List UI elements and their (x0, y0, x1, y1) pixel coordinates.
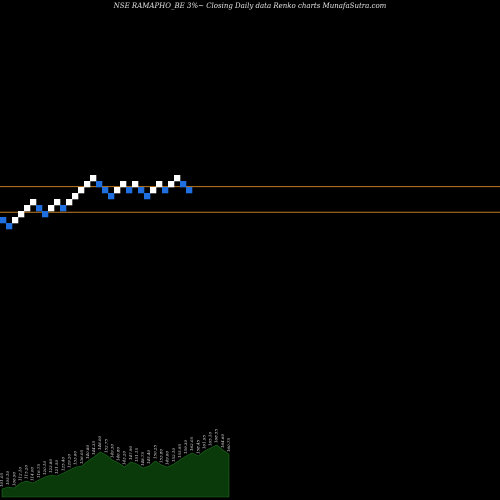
renko-brick-up (132, 181, 139, 188)
renko-brick-up (18, 211, 25, 218)
volume-label: 140.80 (85, 445, 90, 459)
volume-label: 158.45 (195, 440, 200, 454)
volume-label: 143.20 (122, 451, 127, 465)
renko-brick-up (24, 205, 31, 212)
renko-bricks (0, 175, 193, 230)
volume-area (1, 444, 230, 498)
renko-brick-down (42, 211, 49, 218)
volume-label: 123.80 (48, 459, 53, 473)
renko-brick-up (66, 199, 73, 206)
volume-label: 129.20 (67, 454, 72, 468)
renko-brick-up (48, 205, 55, 212)
volume-label: 112.10 (17, 467, 22, 481)
renko-brick-up (72, 193, 79, 200)
volume-label: 116.75 (36, 464, 41, 478)
volume-label: 155.95 (177, 444, 182, 458)
renko-brick-up (78, 187, 85, 194)
renko-brick-up (54, 199, 61, 206)
volume-label: 144.35 (91, 441, 96, 455)
volume-label: 165.10 (208, 432, 213, 446)
renko-brick-up (12, 217, 19, 224)
volume-label: 105.10 (5, 471, 10, 485)
volume-label: 133.60 (73, 451, 78, 465)
volume-label: 148.75 (140, 452, 145, 466)
volume-label: 125.40 (60, 457, 65, 471)
volume-label: 148.00 (97, 436, 102, 450)
renko-brick-up (30, 199, 37, 206)
volume-label: 147.90 (128, 446, 133, 460)
renko-brick-up (84, 181, 91, 188)
volume-label: 152.75 (103, 439, 108, 453)
volume-label: 149.60 (165, 451, 170, 465)
renko-brick-up (90, 175, 97, 182)
volume-label: 106.90 (11, 472, 16, 486)
volume-label: 115.20 (24, 465, 29, 479)
volume-label: 160.75 (226, 438, 231, 452)
volume-label: 161.95 (202, 435, 207, 449)
volume-label: 153.80 (159, 449, 164, 463)
volume-label: 152.10 (171, 448, 176, 462)
volume-label: 162.05 (189, 437, 194, 451)
volume-label: 136.05 (79, 450, 84, 464)
renko-brick-down (108, 193, 115, 200)
renko-brick-down (126, 187, 133, 194)
volume-label: 149.30 (109, 444, 114, 458)
renko-brick-up (150, 187, 157, 194)
volume-label: 120.10 (42, 461, 47, 475)
volume-label: 101.05 (0, 473, 4, 487)
volume-label: 114.00 (30, 467, 35, 481)
volume-label: 145.40 (146, 450, 151, 464)
volume-label: 159.30 (183, 440, 188, 454)
volume-label: 150.25 (152, 445, 157, 459)
renko-brick-down (138, 187, 145, 194)
renko-brick-down (144, 193, 151, 200)
renko-brick-down (96, 181, 103, 188)
renko-brick-down (186, 187, 193, 194)
renko-brick-down (162, 187, 169, 194)
reference-lines (0, 186, 500, 213)
renko-brick-down (180, 181, 187, 188)
renko-brick-down (0, 217, 7, 224)
renko-brick-up (174, 175, 181, 182)
renko-brick-down (6, 223, 13, 230)
volume-panel: 101.05 105.10 106.90 112.10 115.20 114.00 116.… (0, 429, 231, 498)
volume-label: 164.60 (220, 434, 225, 448)
volume-label: 121.50 (54, 460, 59, 474)
volume-label: 151.15 (134, 448, 139, 462)
renko-brick-up (120, 181, 127, 188)
renko-brick-up (168, 181, 175, 188)
renko-brick-down (36, 205, 43, 212)
volume-label: 168.55 (214, 429, 219, 443)
renko-brick-up (156, 181, 163, 188)
renko-brick-down (102, 187, 109, 194)
renko-brick-down (60, 205, 67, 212)
volume-label: 146.80 (116, 447, 121, 461)
renko-brick-up (114, 187, 121, 194)
chart-title: NSE RAMAPHO_BE 3%~ Closing Daily data Re… (113, 2, 387, 10)
